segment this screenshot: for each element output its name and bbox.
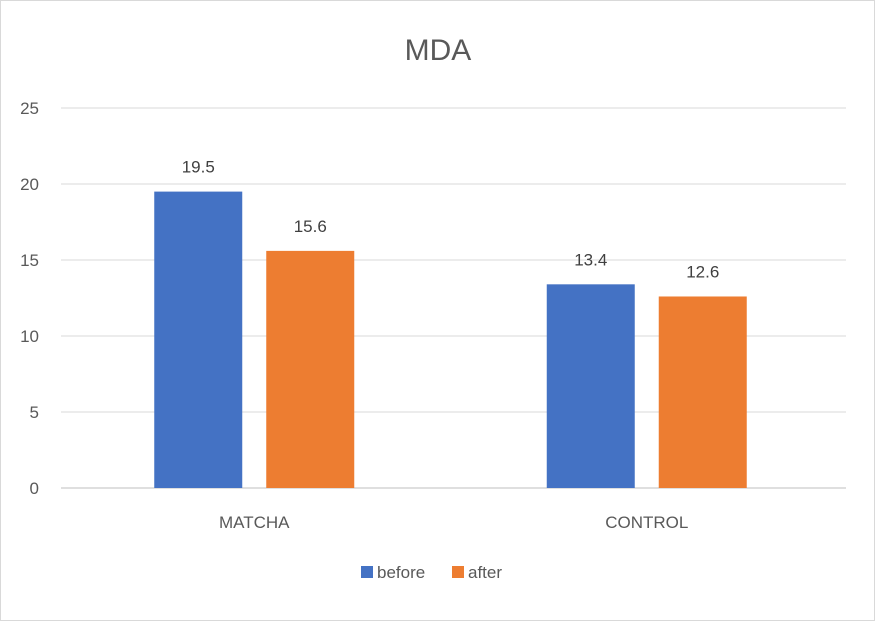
bar-before-control xyxy=(546,284,635,488)
category-label: CONTROL xyxy=(605,513,688,532)
y-tick-label: 25 xyxy=(20,99,39,118)
legend-swatch-after xyxy=(452,566,464,578)
y-axis-ticks: 0 5 10 15 20 25 xyxy=(20,99,39,498)
bar-after-control xyxy=(658,296,747,488)
y-tick-label: 0 xyxy=(30,479,39,498)
bar-before-matcha xyxy=(154,191,243,488)
chart-title: MDA xyxy=(405,34,472,67)
legend-swatch-before xyxy=(361,566,373,578)
bar-after-matcha xyxy=(266,250,355,488)
legend-label-after: after xyxy=(468,563,502,582)
bars xyxy=(154,191,747,488)
y-tick-label: 20 xyxy=(20,175,39,194)
legend: before after xyxy=(361,563,502,582)
y-tick-label: 10 xyxy=(20,327,39,346)
y-tick-label: 15 xyxy=(20,251,39,270)
data-label: 12.6 xyxy=(686,262,719,281)
y-tick-label: 5 xyxy=(30,403,39,422)
legend-label-before: before xyxy=(377,563,425,582)
data-label: 19.5 xyxy=(182,158,215,177)
data-labels: 19.5 15.6 13.4 12.6 xyxy=(182,158,720,282)
category-label: MATCHA xyxy=(219,513,290,532)
category-labels: MATCHA CONTROL xyxy=(219,513,688,532)
data-label: 13.4 xyxy=(574,250,607,269)
data-label: 15.6 xyxy=(294,217,327,236)
